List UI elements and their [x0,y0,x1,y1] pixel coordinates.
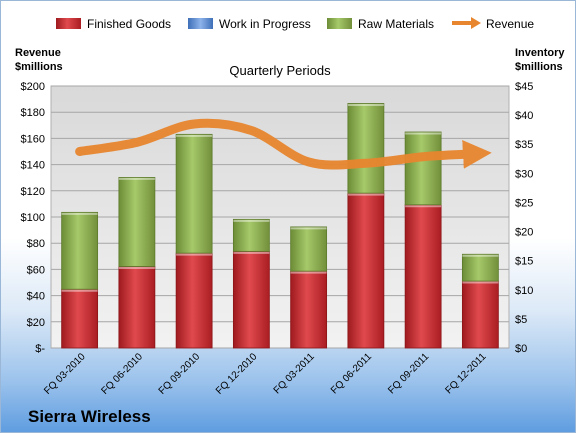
x-tick-label: FQ 09-2010 [157,351,203,397]
bar-raw-materials [347,103,385,194]
bar-finished-goods [347,192,385,349]
right-axis-title-line1: Inventory [515,47,565,59]
left-tick-label: $20 [27,317,45,329]
right-tick-label: $10 [515,285,533,297]
bar-finished-goods [61,288,99,349]
bar-raw-materials [61,211,99,290]
bar-finished-goods [232,250,270,349]
left-tick-label: $- [35,343,45,355]
bar-finished-goods [290,270,328,349]
left-tick-label: $200 [21,81,45,93]
right-tick-label: $30 [515,168,533,180]
right-tick-label: $15 [515,256,533,268]
legend-item-finished-goods: Finished Goods [56,17,171,31]
left-axis-title-line2: $millions [15,61,63,73]
left-tick-label: $100 [21,212,45,224]
company-name: Sierra Wireless [28,407,151,426]
legend-label-raw-materials: Raw Materials [358,17,434,31]
legend-label-finished-goods: Finished Goods [87,17,171,31]
right-tick-label: $45 [515,81,533,93]
bar-raw-materials [118,177,156,267]
right-tick-label: $40 [515,110,533,122]
bars [61,103,499,349]
x-tick-label: FQ 12-2011 [444,351,489,396]
right-axis-title-line2: $millions [515,61,563,73]
bar-finished-goods [175,252,213,349]
bar-raw-materials [175,133,213,254]
right-tick-label: $20 [515,227,533,239]
left-axis-title-line1: Revenue [15,47,61,59]
revenue-line-group [75,118,492,170]
left-tick-label: $140 [21,160,45,172]
left-tick-label: $80 [27,238,45,250]
x-tick-label: FQ 12-2010 [214,351,260,397]
chart-title: Quarterly Periods [229,63,331,78]
right-axis-ticks: $0 $5 $10 $15 $20 $25 $30 $35 $40 $45 [515,81,533,355]
revenue-line [75,118,492,170]
bar-raw-materials [461,253,499,282]
right-tick-label: $0 [515,343,527,355]
left-axis-ticks: $- $20 $40 $60 $80 $100 $120 $140 $160 $180 $200 [21,81,46,355]
bar-finished-goods [404,204,442,349]
bar-finished-goods [118,266,156,349]
legend-swatch-work-in-progress [188,18,213,29]
legend-item-revenue: Revenue [452,17,534,31]
legend-item-raw-materials: Raw Materials [327,17,434,31]
legend-label-revenue: Revenue [486,17,534,31]
x-tick-label: FQ 06-2010 [99,351,145,397]
legend-arrow-revenue [471,17,481,29]
x-axis-labels: FQ 03-2010 FQ 06-2010 FQ 09-2010 FQ 12-2010… [42,351,489,397]
left-tick-label: $120 [21,186,45,198]
right-tick-label: $35 [515,139,533,151]
legend: Finished Goods Work in Progress Raw Mate… [56,17,534,31]
left-tick-label: $60 [27,264,45,276]
right-tick-label: $5 [515,314,527,326]
bar-finished-goods [461,280,499,349]
left-tick-label: $160 [21,133,45,145]
x-tick-label: FQ 03-2011 [272,351,317,396]
legend-swatch-raw-materials [327,18,352,29]
x-tick-label: FQ 03-2010 [42,351,88,397]
left-tick-label: $40 [27,291,45,303]
legend-label-work-in-progress: Work in Progress [219,17,311,31]
bar-raw-materials [404,131,442,206]
right-tick-label: $25 [515,197,533,209]
bar-raw-materials [290,226,328,272]
x-tick-label: FQ 06-2011 [329,351,374,396]
legend-item-work-in-progress: Work in Progress [188,17,311,31]
x-tick-label: FQ 09-2011 [386,351,431,396]
left-tick-label: $180 [21,107,45,119]
legend-swatch-finished-goods [56,18,81,29]
bar-raw-materials [232,218,270,252]
